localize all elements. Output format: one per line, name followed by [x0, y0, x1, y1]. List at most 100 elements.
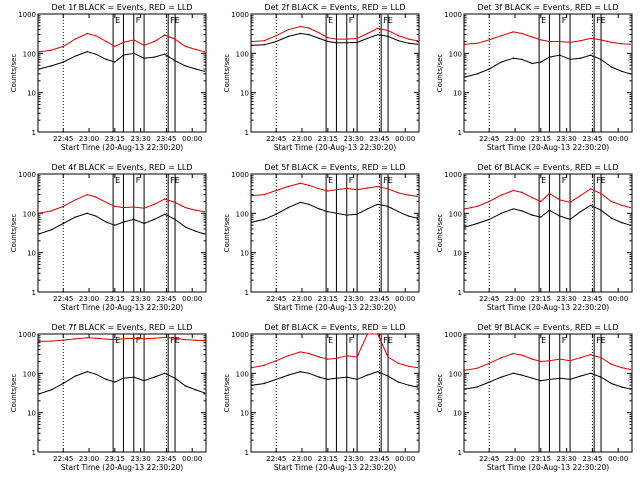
data-point-events: [377, 33, 379, 36]
data-point-lld: [74, 199, 77, 201]
data-point-lld: [195, 48, 197, 51]
x-tick-label: 00:00: [608, 295, 628, 303]
marker-label-e: E: [541, 336, 546, 345]
data-point-events: [50, 229, 52, 231]
x-tick-label: 23:00: [505, 295, 525, 303]
data-point-lld: [464, 369, 466, 371]
x-tick-label: 00:00: [182, 295, 202, 303]
series-line-lld: [252, 182, 418, 197]
data-point-lld: [318, 32, 320, 34]
data-point-events: [62, 222, 64, 225]
marker-label-f: F: [136, 336, 141, 345]
data-point-lld: [540, 360, 542, 363]
data-point-events: [174, 377, 176, 379]
data-point-events: [287, 206, 289, 209]
data-point-lld: [476, 42, 478, 44]
y-tick-label: 100: [236, 210, 249, 218]
data-point-events: [174, 60, 176, 62]
data-point-lld: [416, 366, 418, 369]
panel-title: Det 7f BLACK = Events, RED = LLD: [51, 323, 192, 332]
data-point-lld: [335, 357, 338, 360]
data-point-events: [318, 376, 320, 378]
data-point-lld: [327, 358, 329, 360]
x-tick-label: 23:30: [344, 455, 364, 463]
data-point-events: [105, 378, 107, 381]
y-tick-label: 100: [23, 210, 36, 218]
data-point-lld: [500, 357, 502, 359]
data-point-events: [540, 61, 542, 63]
data-point-events: [488, 218, 490, 221]
data-point-lld: [143, 207, 145, 209]
y-tick-label: 10: [453, 410, 462, 418]
data-point-events: [133, 218, 135, 221]
data-point-lld: [153, 337, 156, 339]
data-point-events: [512, 372, 514, 374]
plot-frame: [37, 333, 207, 453]
data-point-events: [346, 376, 348, 378]
data-point-events: [114, 224, 116, 226]
data-point-lld: [114, 205, 116, 208]
data-point-lld: [164, 34, 166, 36]
y-tick-label: 1: [32, 289, 36, 297]
data-point-events: [356, 41, 358, 44]
x-tick-label: 22:45: [53, 135, 73, 143]
data-point-events: [621, 221, 623, 224]
data-point-lld: [275, 360, 277, 362]
data-point-lld: [488, 362, 490, 364]
data-point-lld: [590, 188, 592, 190]
y-tick-label: 100: [449, 370, 462, 378]
data-point-lld: [377, 185, 379, 188]
series-line-events: [464, 54, 631, 78]
data-point-events: [416, 43, 418, 45]
data-point-lld: [143, 44, 145, 46]
data-point-events: [540, 216, 542, 218]
data-point-events: [335, 42, 338, 44]
data-point-events: [62, 382, 64, 385]
data-point-lld: [133, 337, 135, 339]
data-point-lld: [86, 32, 89, 35]
data-point-events: [164, 372, 166, 374]
data-point-events: [579, 375, 582, 377]
data-point-events: [38, 393, 40, 395]
data-point-lld: [95, 196, 97, 198]
data-point-lld: [512, 352, 514, 355]
data-point-lld: [540, 200, 542, 203]
y-tick-label: 1: [245, 449, 249, 457]
data-point-events: [464, 226, 466, 228]
data-point-events: [629, 73, 631, 75]
data-point-events: [387, 205, 389, 208]
y-tick-label: 1000: [444, 171, 462, 179]
data-point-events: [548, 378, 551, 381]
data-point-lld: [174, 38, 176, 40]
data-point-lld: [50, 340, 52, 342]
series-line-lld: [465, 352, 631, 371]
data-point-lld: [114, 338, 116, 341]
data-point-lld: [287, 185, 289, 188]
data-point-lld: [621, 43, 623, 45]
panel-2: Det 2f BLACK = Events, RED = LLD 1 10 100 10…: [223, 3, 420, 152]
data-point-events: [86, 212, 89, 214]
data-point-events: [184, 385, 187, 387]
panel-4: Det 4f BLACK = Events, RED = LLD 1 10 100 10…: [10, 163, 207, 312]
series-line-lld: [39, 32, 205, 53]
data-point-lld: [327, 37, 329, 39]
x-tick-label: 22:45: [266, 135, 286, 143]
marker-label-f: F: [349, 16, 354, 25]
data-point-lld: [531, 36, 533, 38]
plot-frame: [463, 173, 633, 293]
data-point-lld: [62, 339, 64, 341]
data-point-lld: [195, 209, 197, 211]
data-point-events: [397, 381, 400, 383]
data-point-events: [203, 70, 205, 73]
x-tick-label: 23:00: [79, 295, 99, 303]
data-point-lld: [346, 355, 348, 357]
data-point-lld: [500, 194, 502, 196]
data-point-lld: [251, 40, 253, 43]
data-point-lld: [366, 32, 369, 35]
data-point-events: [195, 68, 197, 70]
data-point-events: [590, 372, 592, 374]
y-tick-label: 1000: [444, 331, 462, 339]
data-point-events: [387, 375, 389, 377]
data-point-events: [133, 52, 135, 54]
x-axis-label: Start Time (20-Aug-13 22:30:20): [61, 143, 183, 152]
